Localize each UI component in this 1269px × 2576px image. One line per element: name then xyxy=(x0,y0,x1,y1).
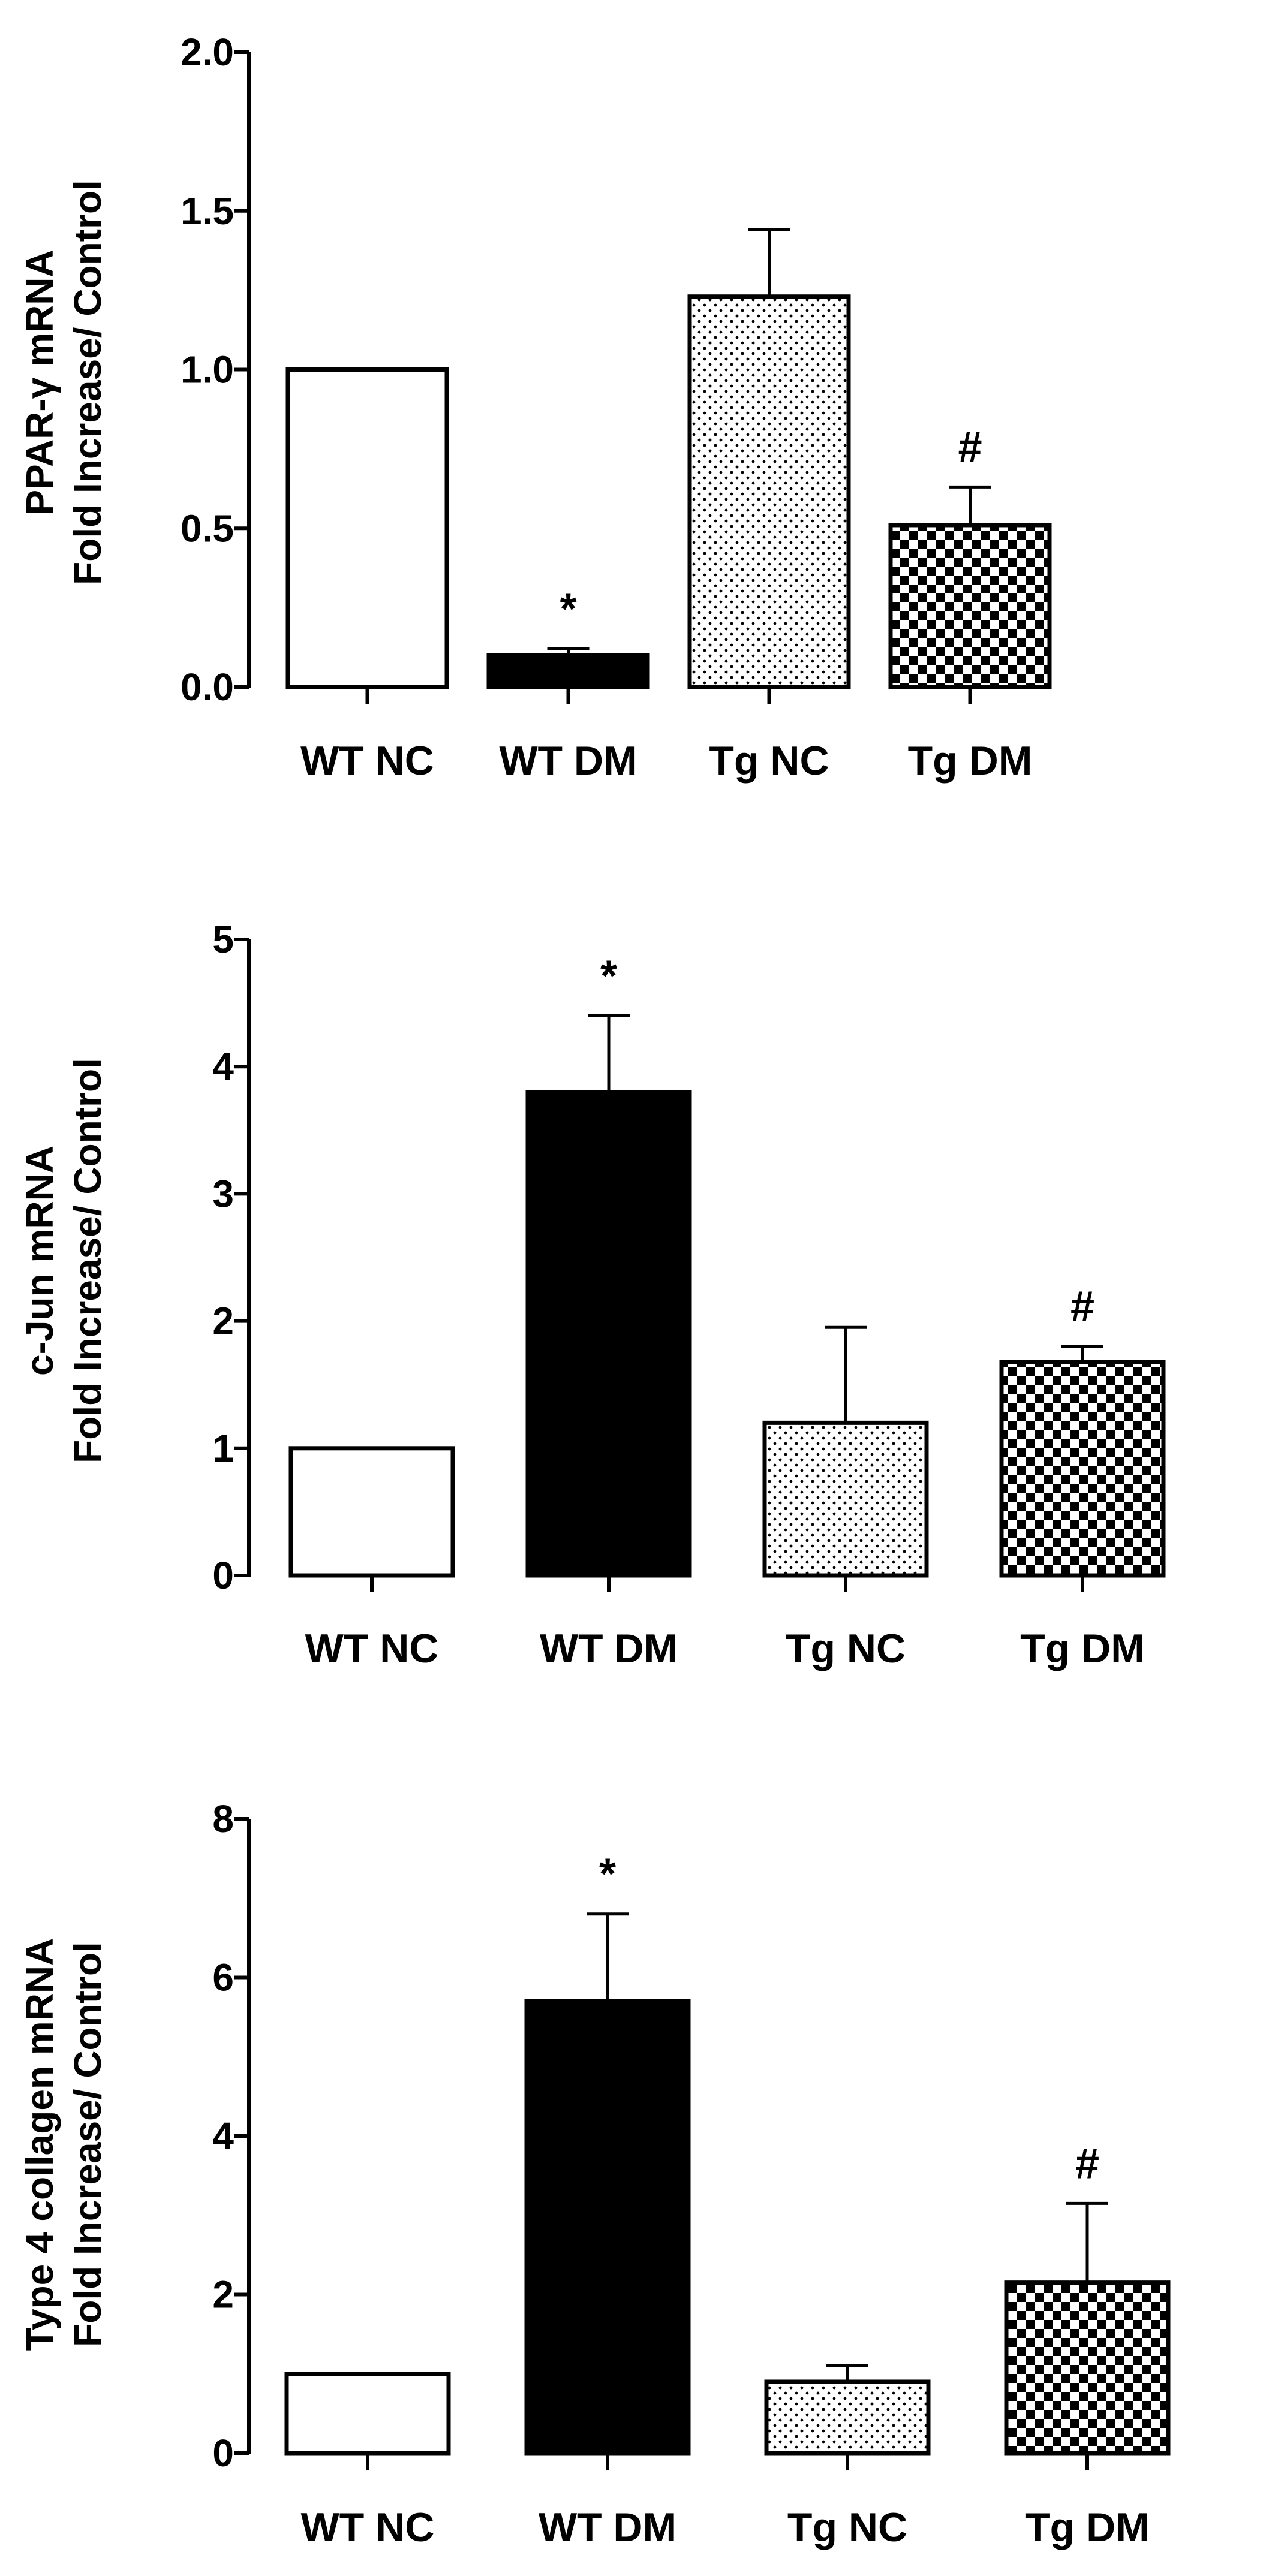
x-category-label: Tg DM xyxy=(1025,2505,1150,2550)
bar-tg-dm xyxy=(1004,2280,1171,2456)
y-tick-label: 4 xyxy=(212,1045,234,1088)
y-tick-label: 1 xyxy=(212,1427,234,1470)
bar-wt-nc xyxy=(284,2372,451,2456)
bar-tg-nc xyxy=(687,294,851,689)
y-axis-label-line1: PPAR-γ mRNA xyxy=(18,249,61,515)
bars: WT NC * WT DM Tg NC # Tg DM xyxy=(285,228,1052,784)
x-category-label: Tg NC xyxy=(786,1626,906,1671)
x-category-label: WT DM xyxy=(539,2505,676,2550)
y-tick-label: 0.0 xyxy=(181,665,234,709)
y-axis-label-line2: Fold Increase/ Control xyxy=(66,180,109,585)
x-category-label: WT DM xyxy=(499,738,637,784)
y-tick-label: 0 xyxy=(212,1554,234,1597)
bar-wt-nc xyxy=(285,367,449,689)
significance-marker: * xyxy=(600,952,617,1000)
x-category-label: WT DM xyxy=(540,1626,678,1671)
x-category-label: Tg DM xyxy=(908,738,1033,784)
y-tick-label: 2 xyxy=(212,1300,234,1343)
y-tick-label: 8 xyxy=(212,1797,234,1840)
x-category-label: Tg DM xyxy=(1020,1626,1145,1671)
x-category-label: WT NC xyxy=(300,738,434,784)
y-axis: 0 2 4 6 8 xyxy=(212,1797,251,2475)
x-category-label: Tg NC xyxy=(709,738,829,784)
bar-tg-dm xyxy=(888,523,1052,689)
x-category-label: WT NC xyxy=(301,2505,435,2550)
bar-tg-dm xyxy=(999,1360,1166,1578)
bar-tg-nc xyxy=(764,2379,931,2456)
significance-marker: * xyxy=(560,585,576,633)
significance-marker: # xyxy=(1070,1283,1094,1331)
bars: WT NC * WT DM Tg NC # Tg DM xyxy=(284,1851,1171,2550)
chart-ppar-gamma: PPAR-γ mRNA Fold Increase/ Control 0.00.… xyxy=(18,31,1052,784)
y-tick-label: 6 xyxy=(212,1956,234,1999)
bar-wt-dm xyxy=(525,1090,692,1578)
chart-type4-collagen: Type 4 collagen mRNA Fold Increase/ Cont… xyxy=(18,1797,1171,2550)
bar-tg-nc xyxy=(762,1420,929,1578)
significance-marker: # xyxy=(958,423,982,471)
x-category-label: WT NC xyxy=(305,1626,439,1671)
bar-wt-dm xyxy=(524,1999,691,2456)
bar-wt-nc xyxy=(288,1446,455,1578)
significance-marker: * xyxy=(599,1851,616,1899)
y-tick-label: 1.5 xyxy=(181,189,234,233)
significance-marker: # xyxy=(1075,2140,1099,2188)
bars: WT NC * WT DM Tg NC # Tg DM xyxy=(288,952,1166,1671)
y-tick-label: 0 xyxy=(212,2432,234,2475)
y-axis-label-line2: Fold Increase/ Control xyxy=(66,1942,109,2347)
y-axis-label-line1: Type 4 collagen mRNA xyxy=(18,1938,61,2351)
y-tick-label: 0.5 xyxy=(181,507,234,550)
y-tick-label: 3 xyxy=(212,1172,234,1215)
y-tick-label: 5 xyxy=(212,918,234,961)
chart-c-jun: c-Jun mRNA Fold Increase/ Control 0 1 2 3 4 5… xyxy=(18,918,1166,1671)
y-tick-label: 1.0 xyxy=(181,348,234,391)
y-tick-label: 2 xyxy=(212,2273,234,2316)
y-tick-label: 4 xyxy=(212,2114,234,2158)
y-axis-label-line1: c-Jun mRNA xyxy=(18,1146,61,1376)
y-axis: 0 1 2 3 4 5 xyxy=(212,918,251,1597)
x-category-label: Tg NC xyxy=(787,2505,907,2550)
y-axis-label-line2: Fold Increase/ Control xyxy=(66,1058,109,1463)
y-tick-label: 2.0 xyxy=(181,31,234,74)
bar-wt-dm xyxy=(486,653,650,689)
y-axis: 0.0 0.5 1.0 1.5 2.0 xyxy=(181,31,251,709)
